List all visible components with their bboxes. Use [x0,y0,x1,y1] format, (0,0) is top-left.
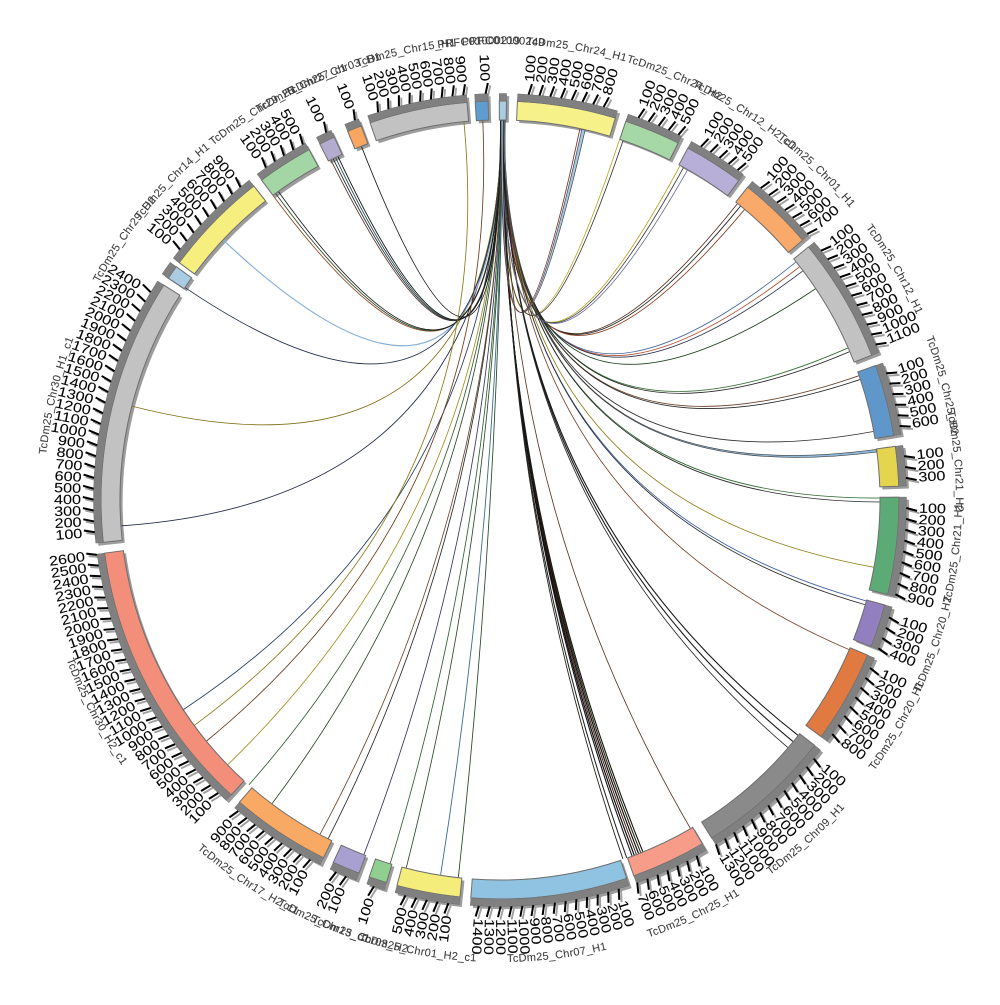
svg-text:900: 900 [452,55,469,83]
svg-text:100: 100 [477,54,493,82]
svg-text:1400: 1400 [469,918,486,955]
svg-text:300: 300 [918,468,946,484]
